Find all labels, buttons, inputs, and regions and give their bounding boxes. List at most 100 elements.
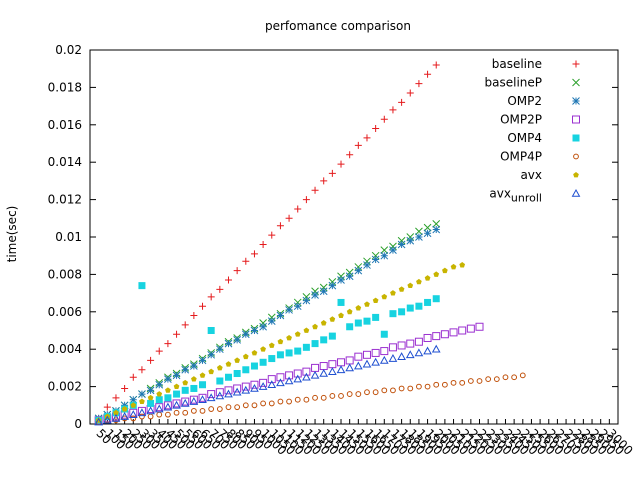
point-pentagon [338, 312, 344, 318]
point-pentagon [277, 338, 284, 345]
point-cross [354, 263, 363, 271]
point-pentagon [199, 372, 206, 378]
point-open-square [319, 362, 328, 371]
point-open-circle [364, 389, 370, 396]
point-pentagon [459, 262, 466, 268]
point-open-circle [121, 415, 128, 422]
point-pentagon [442, 267, 448, 274]
point-pentagon [364, 301, 370, 307]
point-open-circle [234, 404, 241, 411]
point-plus [302, 196, 310, 204]
point-plus [242, 257, 250, 265]
point-open-circle [355, 391, 362, 397]
point-pentagon [225, 361, 232, 367]
point-open-circle [113, 417, 119, 424]
point-star [267, 317, 276, 326]
point-plus [572, 60, 580, 68]
point-triangle [353, 361, 363, 370]
point-plus [181, 321, 189, 329]
point-triangle [215, 391, 225, 400]
point-cross [572, 78, 580, 87]
point-open-circle [182, 409, 189, 416]
point-pentagon [355, 305, 362, 311]
point-plus [311, 186, 319, 194]
point-triangle [94, 417, 104, 426]
point-plus [190, 312, 198, 320]
point-open-square [475, 322, 484, 331]
point-open-circle [312, 394, 318, 401]
point-pentagon [303, 327, 310, 333]
point-open-circle [338, 393, 344, 399]
y-tick-label: 0.01 [55, 230, 82, 244]
point-triangle [284, 376, 294, 385]
point-cross [259, 319, 267, 327]
point-filled-square [199, 381, 207, 389]
point-filled-square [259, 358, 267, 366]
point-open-circle [320, 394, 327, 401]
point-star [285, 306, 293, 314]
legend-label: avxunroll [489, 187, 542, 205]
point-open-circle [407, 385, 414, 392]
point-plus [389, 106, 397, 114]
point-open-square [449, 328, 458, 337]
legend-label: OMP4 [507, 131, 542, 145]
point-star [146, 386, 155, 395]
point-triangle [345, 363, 355, 372]
point-open-circle [251, 402, 258, 409]
point-star [389, 246, 397, 254]
point-filled-square [398, 308, 406, 316]
point-filled-square [311, 340, 319, 348]
point-triangle [302, 372, 311, 381]
point-triangle [172, 400, 181, 409]
point-star [164, 375, 172, 383]
point-open-square [423, 333, 432, 342]
legend-label: baseline [492, 57, 542, 71]
point-open-square [198, 393, 207, 402]
point-plus [294, 205, 302, 213]
point-triangle [154, 404, 164, 413]
legend-label: OMP2P [500, 113, 542, 127]
point-triangle [405, 350, 415, 359]
series-layer [94, 61, 526, 426]
point-filled-square [432, 295, 440, 303]
y-tick-label: 0.02 [55, 43, 82, 57]
point-star [354, 266, 363, 275]
point-plus [173, 330, 181, 338]
point-star [311, 291, 319, 299]
point-open-circle [390, 387, 396, 394]
legend-label: OMP4P [500, 150, 542, 164]
legend-label: OMP2 [507, 94, 542, 108]
point-star [319, 287, 328, 296]
point-triangle [206, 393, 216, 402]
y-tick-label: 0.014 [48, 155, 82, 169]
point-filled-square [389, 310, 397, 318]
point-open-circle [459, 379, 466, 386]
point-open-square [233, 384, 242, 393]
point-plus [424, 70, 432, 78]
y-tick-label: 0 [74, 417, 82, 431]
point-triangle [431, 344, 441, 353]
point-plus [216, 285, 224, 293]
series-6 [95, 262, 466, 423]
y-tick-label: 0.006 [48, 305, 82, 319]
point-open-circle [467, 378, 474, 384]
point-plus [328, 169, 336, 177]
point-filled-square [363, 317, 371, 325]
y-axis-label: time(sec) [5, 206, 19, 263]
point-plus [363, 134, 371, 142]
point-open-circle [573, 153, 579, 160]
point-open-circle [277, 398, 284, 405]
point-triangle [362, 359, 372, 368]
point-pentagon [191, 376, 197, 382]
point-plus [129, 373, 137, 381]
point-filled-square [207, 327, 215, 334]
point-triangle [189, 397, 199, 405]
point-triangle [102, 415, 112, 424]
point-plus [285, 214, 293, 222]
point-triangle [241, 385, 251, 394]
point-open-square [302, 367, 311, 376]
point-pentagon [424, 275, 431, 281]
point-star [241, 330, 250, 339]
point-plus [346, 151, 354, 159]
point-filled-square [354, 319, 362, 327]
